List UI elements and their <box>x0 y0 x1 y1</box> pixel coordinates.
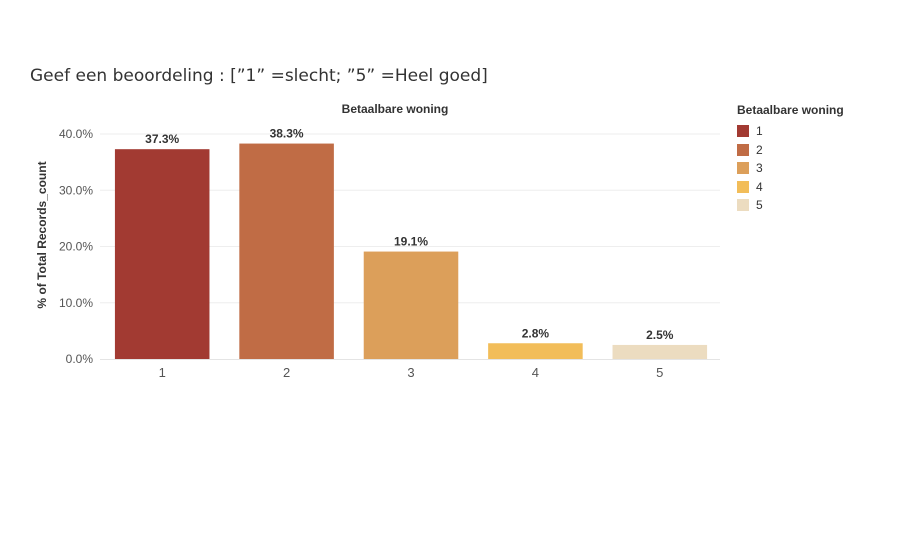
legend-item: 4 <box>737 178 844 197</box>
legend-swatch <box>737 125 749 138</box>
x-tick-label: 4 <box>532 365 539 380</box>
y-tick-label: 40.0% <box>59 127 93 141</box>
bar-value-label: 19.1% <box>394 235 428 249</box>
legend-label: 1 <box>756 124 763 139</box>
bar <box>488 343 583 359</box>
legend-items: 1 2 3 4 5 <box>737 122 844 215</box>
legend-label: 2 <box>756 142 763 157</box>
legend-label: 4 <box>756 179 763 194</box>
bar-chart: Betaalbare woning % of Total Records_cou… <box>35 102 720 380</box>
x-tick-label: 2 <box>283 365 290 380</box>
bar-value-label: 37.3% <box>145 132 179 146</box>
bar <box>363 251 459 359</box>
bar <box>612 344 708 359</box>
legend-item: 2 <box>737 141 844 160</box>
bar <box>239 143 334 359</box>
page-title: Geef een beoordeling : [”1” =slecht; ”5”… <box>30 66 488 86</box>
legend-item: 1 <box>737 122 844 141</box>
bar-value-label: 2.5% <box>646 328 674 342</box>
legend-swatch <box>737 180 749 193</box>
chart-title: Betaalbare woning <box>342 102 449 116</box>
legend-swatch <box>737 199 749 212</box>
y-axis-label: % of Total Records_count <box>35 161 49 308</box>
x-tick-label: 5 <box>656 365 663 380</box>
y-tick-label: 30.0% <box>59 183 93 197</box>
legend-swatch <box>737 143 749 156</box>
x-tick-label: 1 <box>159 365 166 380</box>
legend-item: 5 <box>737 196 844 215</box>
legend-label: 5 <box>756 198 763 213</box>
bar <box>114 149 210 359</box>
y-tick-label: 20.0% <box>59 240 93 254</box>
y-tick-label: 10.0% <box>59 296 93 310</box>
legend-swatch <box>737 162 749 175</box>
legend-label: 3 <box>756 161 763 176</box>
bars-layer <box>114 143 708 359</box>
bar-value-label: 38.3% <box>270 127 304 141</box>
legend: Betaalbare woning 1 2 3 4 5 <box>737 103 844 215</box>
legend-title: Betaalbare woning <box>737 103 844 117</box>
axis-layer: 0.0% 10.0% 20.0% 30.0% 40.0% 1 2 3 4 5 <box>59 127 720 380</box>
labels-layer: 37.3% 38.3% 19.1% 2.8% 2.5% <box>145 127 674 342</box>
bar-value-label: 2.8% <box>522 326 550 340</box>
y-tick-label: 0.0% <box>66 352 94 366</box>
legend-item: 3 <box>737 159 844 178</box>
x-tick-label: 3 <box>407 365 414 380</box>
